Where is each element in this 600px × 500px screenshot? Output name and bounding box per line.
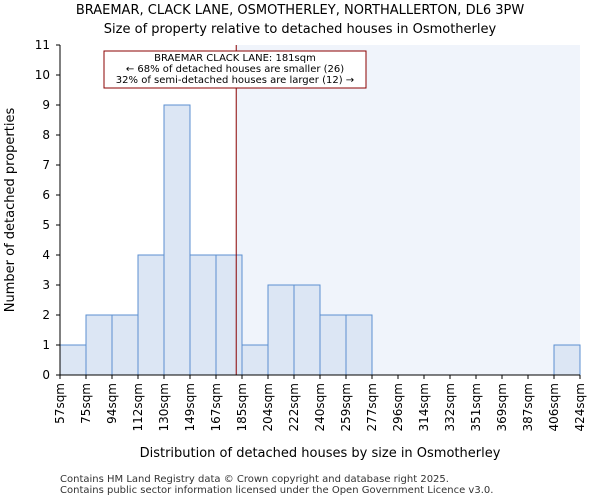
- histogram-bar: [345, 314, 373, 376]
- x-tick-label: 424sqm: [573, 383, 587, 431]
- annotation-line-3: 32% of semi-detached houses are larger (…: [116, 75, 354, 86]
- histogram-bar: [267, 284, 295, 376]
- y-tick-label: 6: [42, 188, 50, 202]
- histogram-chart: 0 1 2 3 4 5 6 7 8 9 10 11 57sqm 75sqm 94sqm 112sqm 130s…: [3, 38, 587, 461]
- x-tick-label: 369sqm: [495, 383, 509, 431]
- x-tick-label: 406sqm: [547, 383, 561, 431]
- histogram-bar: [163, 104, 191, 376]
- y-tick-label: 5: [42, 218, 50, 232]
- x-tick-label: 387sqm: [521, 383, 535, 431]
- x-tick-label: 94sqm: [105, 383, 119, 424]
- chart-title: BRAEMAR, CLACK LANE, OSMOTHERLEY, NORTHA…: [75, 3, 525, 18]
- x-tick-label: 332sqm: [443, 383, 457, 431]
- x-tick-label: 185sqm: [235, 383, 249, 431]
- y-tick-label: 4: [42, 248, 50, 262]
- x-tick-label: 351sqm: [469, 383, 483, 431]
- footer-credit-1: Contains HM Land Registry data © Crown c…: [60, 474, 449, 485]
- y-tick-label: 3: [42, 278, 50, 292]
- x-tick-label: 75sqm: [79, 383, 93, 424]
- histogram-bar: [137, 254, 165, 376]
- y-tick-label: 2: [42, 308, 50, 322]
- footer-credit-2: Contains public sector information licen…: [60, 485, 494, 496]
- x-tick-label: 259sqm: [339, 383, 353, 431]
- x-tick-label: 240sqm: [313, 383, 327, 431]
- histogram-bar: [85, 314, 113, 376]
- histogram-bar: [111, 314, 139, 376]
- y-tick-label: 0: [42, 368, 50, 382]
- y-tick-label: 1: [42, 338, 50, 352]
- chart-subtitle: Size of property relative to detached ho…: [103, 22, 497, 37]
- y-tick-label: 7: [42, 158, 50, 172]
- histogram-bar: [553, 344, 581, 376]
- histogram-bar: [59, 344, 87, 376]
- x-tick-label: 222sqm: [287, 383, 301, 431]
- histogram-bar: [319, 314, 347, 376]
- x-tick-label: 57sqm: [53, 383, 67, 424]
- histogram-bar: [189, 254, 217, 376]
- annotation-box: BRAEMAR CLACK LANE: 181sqm ← 68% of deta…: [103, 50, 367, 89]
- x-tick-label: 112sqm: [131, 383, 145, 431]
- histogram-bar: [241, 344, 269, 376]
- y-tick-label: 10: [35, 68, 50, 82]
- x-tick-label: 149sqm: [183, 383, 197, 431]
- x-tick-label: 167sqm: [209, 383, 223, 431]
- y-tick-label: 9: [42, 98, 50, 112]
- x-axis-label: Distribution of detached houses by size …: [140, 446, 501, 461]
- annotation-line-2: ← 68% of detached houses are smaller (26…: [126, 64, 344, 75]
- y-tick-label: 11: [35, 38, 50, 52]
- x-tick-label: 277sqm: [365, 383, 379, 431]
- x-tick-label: 130sqm: [157, 383, 171, 431]
- histogram-bar: [293, 284, 321, 376]
- annotation-line-1: BRAEMAR CLACK LANE: 181sqm: [154, 53, 316, 64]
- x-tick-label: 296sqm: [391, 383, 405, 431]
- x-tick-label: 314sqm: [417, 383, 431, 431]
- x-tick-label: 204sqm: [261, 383, 275, 431]
- histogram-bar: [215, 254, 243, 376]
- y-axis-label: Number of detached properties: [3, 108, 18, 313]
- y-tick-label: 8: [42, 128, 50, 142]
